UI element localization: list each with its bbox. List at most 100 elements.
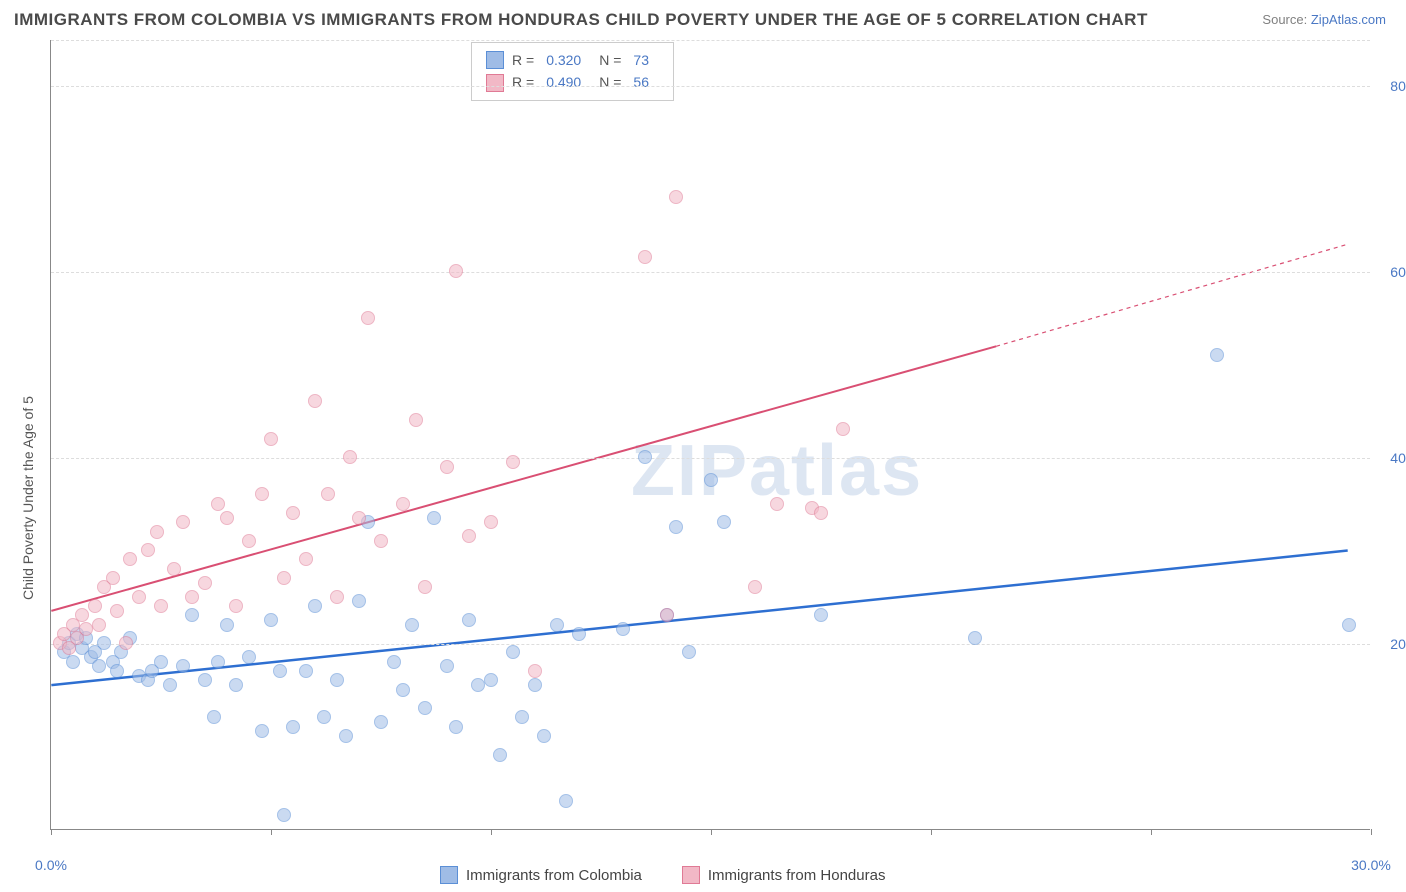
scatter-point <box>669 190 683 204</box>
scatter-point <box>154 599 168 613</box>
scatter-point <box>198 673 212 687</box>
x-tick-mark <box>51 829 52 835</box>
scatter-point <box>211 655 225 669</box>
chart-title: IMMIGRANTS FROM COLOMBIA VS IMMIGRANTS F… <box>14 10 1148 30</box>
scatter-point <box>229 599 243 613</box>
scatter-point <box>462 613 476 627</box>
scatter-point <box>220 511 234 525</box>
scatter-point <box>660 608 674 622</box>
legend-r-label: R = <box>512 49 534 71</box>
scatter-point <box>814 506 828 520</box>
legend-series-name: Immigrants from Honduras <box>708 867 886 884</box>
trend-line-dashed <box>996 244 1348 346</box>
scatter-point <box>537 729 551 743</box>
scatter-point <box>330 590 344 604</box>
scatter-point <box>286 720 300 734</box>
scatter-point <box>92 659 106 673</box>
watermark-zip: ZIP <box>631 431 749 511</box>
x-tick-mark <box>1151 829 1152 835</box>
scatter-point <box>75 608 89 622</box>
legend-r-value: 0.490 <box>546 71 581 93</box>
scatter-point <box>374 715 388 729</box>
scatter-point <box>255 487 269 501</box>
source-label: Source: <box>1262 12 1307 27</box>
scatter-point <box>1342 618 1356 632</box>
scatter-point <box>352 594 366 608</box>
scatter-point <box>163 678 177 692</box>
scatter-point <box>176 659 190 673</box>
scatter-point <box>682 645 696 659</box>
scatter-point <box>638 450 652 464</box>
scatter-point <box>220 618 234 632</box>
scatter-point <box>242 534 256 548</box>
scatter-point <box>528 664 542 678</box>
bottom-legend-item: Immigrants from Honduras <box>682 866 886 884</box>
scatter-point <box>748 580 762 594</box>
source-link[interactable]: ZipAtlas.com <box>1311 12 1386 27</box>
x-tick-mark <box>1371 829 1372 835</box>
scatter-point <box>528 678 542 692</box>
scatter-point <box>207 710 221 724</box>
scatter-point <box>277 571 291 585</box>
scatter-point <box>506 645 520 659</box>
scatter-point <box>493 748 507 762</box>
y-tick-label: 80.0% <box>1390 78 1406 94</box>
scatter-point <box>352 511 366 525</box>
scatter-point <box>814 608 828 622</box>
scatter-point <box>229 678 243 692</box>
scatter-point <box>286 506 300 520</box>
source-attribution: Source: ZipAtlas.com <box>1262 12 1386 27</box>
scatter-point <box>427 511 441 525</box>
gridline-horizontal <box>51 458 1370 459</box>
scatter-point <box>88 599 102 613</box>
x-tick-label: 30.0% <box>1351 857 1391 873</box>
scatter-point <box>717 515 731 529</box>
stats-legend: R =0.320N =73R =0.490N =56 <box>471 42 674 101</box>
scatter-point <box>409 413 423 427</box>
legend-n-label: N = <box>599 49 621 71</box>
legend-swatch <box>486 51 504 69</box>
x-tick-mark <box>271 829 272 835</box>
scatter-point <box>968 631 982 645</box>
gridline-horizontal <box>51 272 1370 273</box>
scatter-point <box>110 664 124 678</box>
scatter-point <box>361 311 375 325</box>
y-axis-label: Child Poverty Under the Age of 5 <box>20 396 36 600</box>
scatter-point <box>185 590 199 604</box>
scatter-point <box>559 794 573 808</box>
scatter-point <box>299 664 313 678</box>
legend-n-label: N = <box>599 71 621 93</box>
scatter-point <box>106 571 120 585</box>
scatter-point <box>387 655 401 669</box>
scatter-point <box>185 608 199 622</box>
scatter-point <box>669 520 683 534</box>
scatter-point <box>308 599 322 613</box>
scatter-point <box>198 576 212 590</box>
scatter-point <box>132 590 146 604</box>
x-tick-mark <box>931 829 932 835</box>
scatter-point <box>330 673 344 687</box>
legend-r-value: 0.320 <box>546 49 581 71</box>
scatter-point <box>66 655 80 669</box>
scatter-point <box>405 618 419 632</box>
scatter-point <box>1210 348 1224 362</box>
scatter-point <box>374 534 388 548</box>
legend-series-name: Immigrants from Colombia <box>466 867 642 884</box>
gridline-horizontal <box>51 86 1370 87</box>
scatter-point <box>704 473 718 487</box>
trend-lines-svg <box>51 40 1370 829</box>
scatter-point <box>97 636 111 650</box>
scatter-point <box>339 729 353 743</box>
y-tick-label: 60.0% <box>1390 264 1406 280</box>
scatter-point <box>308 394 322 408</box>
scatter-point <box>277 808 291 822</box>
scatter-point <box>154 655 168 669</box>
legend-n-value: 73 <box>633 49 649 71</box>
scatter-point <box>167 562 181 576</box>
stats-legend-row: R =0.490N =56 <box>486 71 659 93</box>
y-tick-label: 40.0% <box>1390 450 1406 466</box>
scatter-point <box>343 450 357 464</box>
scatter-point <box>211 497 225 511</box>
legend-swatch <box>682 866 700 884</box>
scatter-point <box>79 622 93 636</box>
